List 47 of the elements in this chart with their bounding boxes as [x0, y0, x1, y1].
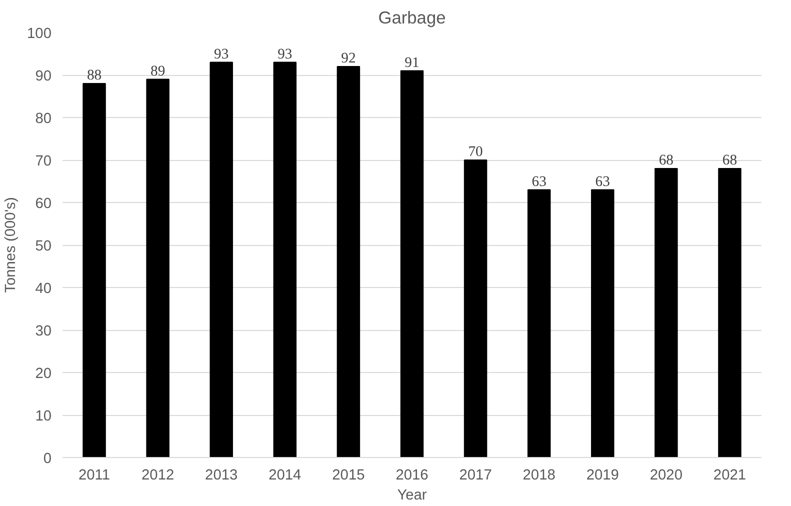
data-label: 92	[341, 50, 356, 66]
bar	[146, 78, 170, 458]
chart-title: Garbage	[378, 8, 446, 28]
y-tick-label: 20	[35, 366, 52, 382]
bar	[464, 160, 488, 458]
bar	[210, 62, 233, 458]
x-tick-label: 2019	[586, 468, 619, 484]
data-label: 88	[86, 68, 102, 84]
bar	[336, 66, 360, 458]
data-label: 63	[532, 174, 546, 190]
data-label: 68	[722, 152, 738, 168]
x-tick-label: 2017	[459, 468, 492, 484]
bar	[273, 62, 297, 458]
x-tick-label: 2015	[332, 468, 365, 484]
data-label: 93	[278, 46, 292, 62]
y-tick-label: 70	[35, 154, 52, 170]
data-label: 68	[658, 152, 674, 168]
x-tick-label: 2021	[713, 468, 746, 484]
x-tick-label: 2020	[650, 468, 682, 484]
data-label: 93	[214, 46, 229, 62]
x-tick-label: 2016	[396, 468, 428, 484]
bar	[82, 83, 106, 458]
y-axis-title: Tonnes (000's)	[3, 197, 20, 293]
x-tick-label: 2011	[78, 468, 110, 484]
y-tick-label: 80	[35, 111, 52, 127]
data-label: 70	[468, 144, 483, 160]
data-label: 91	[404, 54, 420, 71]
data-label: 63	[595, 174, 610, 190]
bar	[400, 70, 424, 458]
y-tick-label: 30	[35, 324, 52, 340]
bar	[718, 168, 742, 458]
y-tick-label: 50	[35, 238, 52, 254]
y-tick-label: 0	[43, 451, 52, 467]
data-label: 89	[150, 63, 166, 80]
bar	[591, 189, 614, 458]
x-tick-label: 2012	[142, 468, 174, 484]
x-axis-title: Year	[397, 488, 427, 504]
bar	[527, 189, 551, 458]
y-tick-label: 40	[35, 281, 52, 297]
y-tick-label: 10	[35, 408, 52, 424]
x-tick-label: 2014	[268, 468, 302, 484]
y-tick-label: 60	[35, 196, 52, 212]
bar	[654, 168, 678, 458]
y-tick-label: 90	[35, 68, 52, 84]
x-tick-label: 2013	[205, 468, 238, 484]
y-tick-label: 100	[27, 26, 52, 42]
x-tick-label: 2018	[522, 468, 556, 484]
